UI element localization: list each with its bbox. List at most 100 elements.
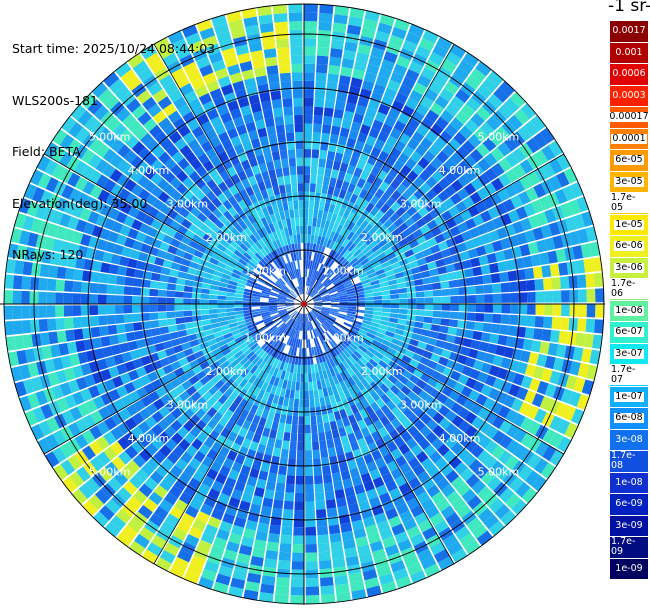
range-gate [368, 240, 378, 249]
range-gate [217, 356, 227, 366]
range-gate [356, 491, 368, 503]
range-gate [285, 302, 295, 304]
range-gate [371, 230, 381, 240]
range-gate [148, 124, 163, 139]
range-gate [424, 304, 434, 310]
range-gate [275, 167, 283, 178]
range-gate [556, 171, 570, 188]
range-gate [140, 395, 153, 408]
range-gate [365, 524, 379, 536]
range-gate [23, 183, 38, 200]
range-gate [335, 224, 343, 235]
range-gate [398, 482, 412, 495]
range-gate [497, 405, 511, 419]
range-gate [399, 298, 408, 304]
range-gate [453, 66, 469, 82]
range-gate [171, 201, 183, 213]
range-gate [413, 188, 425, 200]
range-gate [71, 488, 88, 505]
range-gate [137, 434, 151, 448]
range-gate [13, 320, 23, 335]
range-gate [295, 287, 300, 296]
range-gate [372, 83, 386, 96]
range-gate [376, 564, 392, 577]
range-gate [206, 202, 217, 213]
range-gate [157, 297, 167, 304]
range-gate [261, 381, 269, 392]
range-gate [360, 472, 372, 484]
range-gate [4, 321, 15, 336]
range-gate [252, 311, 261, 315]
range-gate [311, 432, 319, 442]
range-gate [190, 206, 201, 218]
range-gate [459, 532, 476, 548]
range-gate [259, 306, 269, 309]
range-gate [183, 310, 193, 317]
range-gate [345, 317, 355, 323]
range-gate [168, 131, 182, 144]
range-gate [244, 401, 253, 412]
range-gate [232, 569, 247, 581]
range-gate [356, 177, 366, 189]
range-gate [504, 97, 520, 114]
range-gate [207, 167, 219, 179]
range-gate [382, 143, 394, 155]
range-gate [62, 476, 78, 493]
range-gate [173, 367, 185, 378]
range-gate [283, 397, 290, 407]
range-gate [380, 203, 391, 214]
range-gate [355, 401, 365, 412]
range-gate [243, 252, 252, 261]
range-gate [317, 326, 324, 335]
range-gate [97, 189, 111, 203]
range-gate [430, 353, 441, 363]
range-gate [157, 191, 170, 203]
range-gate [355, 312, 365, 317]
range-gate [421, 498, 435, 512]
range-gate [22, 334, 33, 349]
range-gate [275, 482, 286, 493]
range-gate [289, 209, 295, 219]
range-gate [279, 414, 287, 424]
range-gate [364, 310, 374, 315]
range-gate [304, 382, 309, 391]
range-gate [396, 390, 407, 401]
range-gate [357, 437, 368, 449]
range-gate [406, 170, 419, 182]
range-gate [387, 279, 398, 286]
range-gate [288, 354, 294, 364]
range-gate [265, 280, 275, 287]
range-gate [488, 262, 500, 274]
range-gate [429, 268, 439, 277]
range-gate [372, 291, 382, 297]
range-gate [345, 285, 354, 291]
range-gate [170, 238, 181, 248]
range-gate [218, 316, 228, 323]
range-gate [497, 334, 508, 346]
range-gate [278, 277, 286, 285]
range-gate [333, 335, 342, 343]
range-gate [113, 244, 124, 256]
range-gate [192, 146, 205, 158]
range-gate [570, 408, 585, 425]
range-gate [265, 56, 278, 67]
range-gate [308, 217, 313, 227]
range-gate [378, 360, 388, 369]
range-gate [89, 440, 103, 456]
range-gate [578, 304, 587, 318]
range-gate [188, 239, 199, 250]
range-gate [81, 149, 95, 164]
range-gate [256, 443, 267, 454]
range-ring-label: 1.00km [322, 331, 364, 344]
range-gate [107, 477, 123, 493]
range-gate [80, 388, 93, 402]
range-gate [370, 91, 383, 104]
range-gate [489, 192, 503, 206]
range-gate [127, 53, 144, 69]
range-gate [318, 335, 325, 345]
range-gate [363, 453, 374, 465]
range-gate [136, 89, 152, 104]
range-gate [356, 297, 366, 301]
range-gate [174, 311, 184, 318]
range-gate [295, 321, 300, 331]
